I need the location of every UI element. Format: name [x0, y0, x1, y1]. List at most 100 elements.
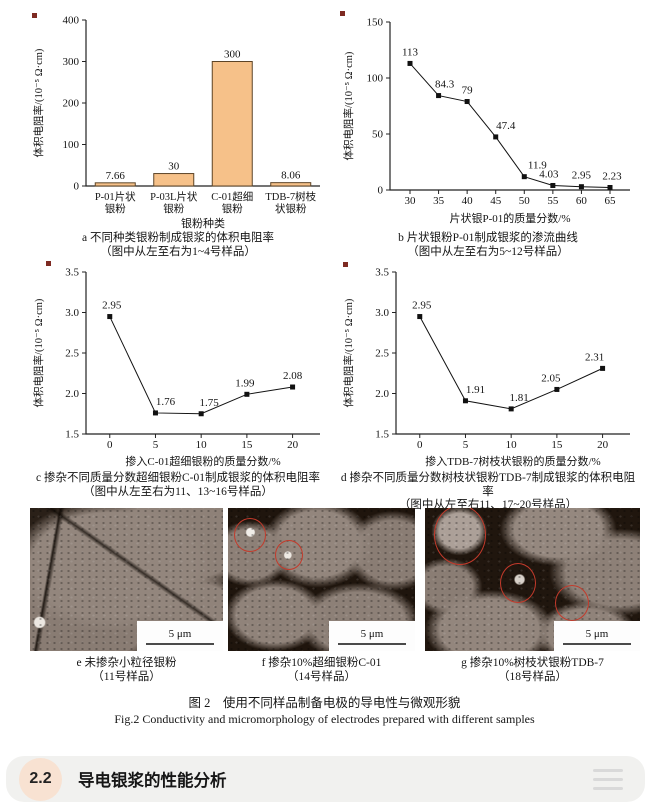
svg-text:65: 65 [605, 195, 617, 207]
svg-text:体积电阻率/(10⁻⁵ Ω·cm): 体积电阻率/(10⁻⁵ Ω·cm) [32, 298, 45, 407]
svg-text:银粉: 银粉 [105, 202, 126, 215]
section-header[interactable]: 2.2 导电银浆的性能分析 [6, 756, 645, 802]
sem-caption-g: g 掺杂10%树枝状银粉TDB-7 （18号样品） [461, 657, 604, 683]
svg-text:100: 100 [63, 139, 80, 151]
svg-text:P-03L片状: P-03L片状 [150, 190, 198, 203]
svg-text:300: 300 [63, 56, 80, 68]
scale-label: 5 μm [585, 627, 609, 640]
annotation-circle [233, 517, 266, 552]
svg-text:2.31: 2.31 [585, 351, 604, 363]
svg-text:1.99: 1.99 [235, 377, 255, 389]
svg-text:3.5: 3.5 [375, 267, 389, 279]
svg-text:状银粉: 状银粉 [275, 202, 307, 215]
svg-text:1.81: 1.81 [510, 392, 529, 404]
svg-text:84.3: 84.3 [435, 79, 455, 91]
svg-text:20: 20 [597, 439, 609, 451]
svg-text:1.91: 1.91 [466, 384, 485, 396]
svg-text:20: 20 [287, 439, 299, 451]
svg-text:400: 400 [63, 15, 80, 27]
line-chart-c01-doping: 1.5 2.0 2.5 3.0 3.5 体积电阻率/(10⁻⁵ Ω·cm) 0 5 10 15 20… [32, 267, 320, 468]
sem-micrograph-e: 5 μm [30, 508, 223, 651]
svg-text:11.9: 11.9 [528, 160, 547, 172]
svg-text:1.5: 1.5 [375, 429, 389, 441]
svg-text:体积电阻率/(10⁻⁵ Ω·cm): 体积电阻率/(10⁻⁵ Ω·cm) [342, 51, 355, 160]
scale-bar: 5 μm [554, 621, 640, 651]
svg-text:掺入C-01超细银粉的质量分数/%: 掺入C-01超细银粉的质量分数/% [125, 454, 280, 468]
svg-text:1.76: 1.76 [156, 396, 176, 408]
annotation-circle [274, 539, 303, 570]
svg-text:200: 200 [63, 98, 80, 110]
annotation-circle [500, 563, 537, 604]
svg-text:45: 45 [490, 195, 502, 207]
chart-d-caption: d 掺杂不同质量分数树枝状银粉TDB-7制成银浆的体积电阻率 [340, 472, 636, 498]
svg-text:10: 10 [196, 439, 208, 451]
scale-bar: 5 μm [329, 621, 415, 651]
svg-text:P-01片状: P-01片状 [95, 190, 136, 203]
svg-text:3.0: 3.0 [65, 307, 79, 319]
sem-caption-e: e 未掺杂小粒径银粉 （11号样品） [76, 657, 177, 683]
chart-c-subcaption: （图中从左至右为11、13~16号样品） [83, 485, 273, 498]
sem-micrograph-row: 5 μm e 未掺杂小粒径银粉 （11号样品） 5 μm f 掺杂10%超细银粉… [0, 508, 649, 698]
svg-text:3.0: 3.0 [375, 307, 389, 319]
svg-text:113: 113 [402, 46, 419, 58]
svg-text:47.4: 47.4 [496, 120, 516, 132]
svg-text:银粉: 银粉 [163, 202, 184, 215]
red-marker [46, 261, 51, 266]
svg-text:100: 100 [367, 73, 384, 85]
scale-label: 5 μm [360, 627, 384, 640]
svg-text:0: 0 [107, 439, 113, 451]
menu-icon[interactable] [593, 768, 623, 790]
sem-figure-f: 5 μm f 掺杂10%超细银粉C-01 （14号样品） [228, 508, 415, 684]
chart-panel-c: 1.5 2.0 2.5 3.0 3.5 体积电阻率/(10⁻⁵ Ω·cm) 0 5 10 15 20… [28, 258, 328, 499]
svg-text:10: 10 [506, 439, 518, 451]
chart-panel-d: 1.5 2.0 2.5 3.0 3.5 体积电阻率/(10⁻⁵ Ω·cm) 0 5 10 15 20… [338, 258, 638, 513]
chart-b-caption: b 片状银粉P-01制成银浆的渗流曲线 [398, 232, 578, 244]
svg-text:0: 0 [74, 181, 80, 193]
red-marker [343, 262, 348, 267]
svg-text:2.95: 2.95 [572, 170, 592, 182]
svg-text:2.23: 2.23 [602, 171, 622, 183]
svg-text:50: 50 [372, 129, 384, 141]
chart-c-caption: c 掺杂不同质量分数超细银粉C-01制成银浆的体积电阻率 [36, 472, 320, 484]
svg-text:30: 30 [405, 195, 417, 207]
line-chart-tdb7-doping: 1.5 2.0 2.5 3.0 3.5 体积电阻率/(10⁻⁵ Ω·cm) 0 5 10 15 20… [342, 267, 630, 468]
svg-text:2.0: 2.0 [375, 388, 389, 400]
svg-text:35: 35 [433, 195, 445, 207]
sem-caption-f: f 掺杂10%超细银粉C-01 （14号样品） [261, 657, 382, 683]
svg-text:8.06: 8.06 [281, 170, 301, 182]
svg-text:15: 15 [241, 439, 253, 451]
scale-bar: 5 μm [137, 621, 223, 651]
svg-text:4.03: 4.03 [539, 168, 559, 180]
svg-text:0: 0 [378, 185, 384, 197]
annotation-circle [555, 585, 590, 622]
svg-text:40: 40 [462, 195, 474, 207]
svg-text:1.75: 1.75 [200, 397, 220, 409]
chart-a-subcaption: （图中从左至右为1~4号样品） [100, 245, 256, 258]
svg-text:150: 150 [367, 17, 384, 29]
svg-text:30: 30 [168, 161, 180, 173]
chart-a-caption: a 不同种类银粉制成银浆的体积电阻率 [82, 232, 274, 244]
chart-panel-a: 0 100 200 300 400 体积电阻率/(10⁻⁵ Ω·cm) 7.66 P-01片状… [28, 8, 328, 259]
svg-text:银粉种类: 银粉种类 [181, 216, 225, 230]
scale-line [146, 642, 214, 645]
chart-panel-b: 0 50 100 150 体积电阻率/(10⁻⁵ Ω·cm) 30 35 40 45 50 55 60… [338, 8, 638, 259]
red-marker [32, 13, 37, 18]
figure-caption-en: Fig.2 Conductivity and micromorphology o… [114, 712, 535, 726]
chart-b-subcaption: （图中从左至右为5~12号样品） [407, 245, 569, 258]
svg-text:银粉: 银粉 [222, 202, 243, 215]
scale-label: 5 μm [168, 627, 192, 640]
svg-text:C-01超细: C-01超细 [211, 190, 253, 203]
svg-text:300: 300 [224, 49, 241, 61]
scale-line [563, 642, 631, 645]
svg-text:0: 0 [417, 439, 423, 451]
svg-text:2.95: 2.95 [102, 300, 122, 312]
svg-text:2.0: 2.0 [65, 388, 79, 400]
svg-text:7.66: 7.66 [106, 170, 126, 182]
figure-caption: 图 2 使用不同样品制备电极的导电性与微观形貌 Fig.2 Conductivi… [0, 695, 649, 727]
svg-text:55: 55 [547, 195, 559, 207]
sem-figure-g: 5 μm g 掺杂10%树枝状银粉TDB-7 （18号样品） [425, 508, 640, 684]
svg-text:TDB-7树枝: TDB-7树枝 [265, 190, 316, 203]
figure-caption-zh: 图 2 使用不同样品制备电极的导电性与微观形貌 [188, 696, 461, 710]
sem-figure-e: 5 μm e 未掺杂小粒径银粉 （11号样品） [30, 508, 223, 684]
